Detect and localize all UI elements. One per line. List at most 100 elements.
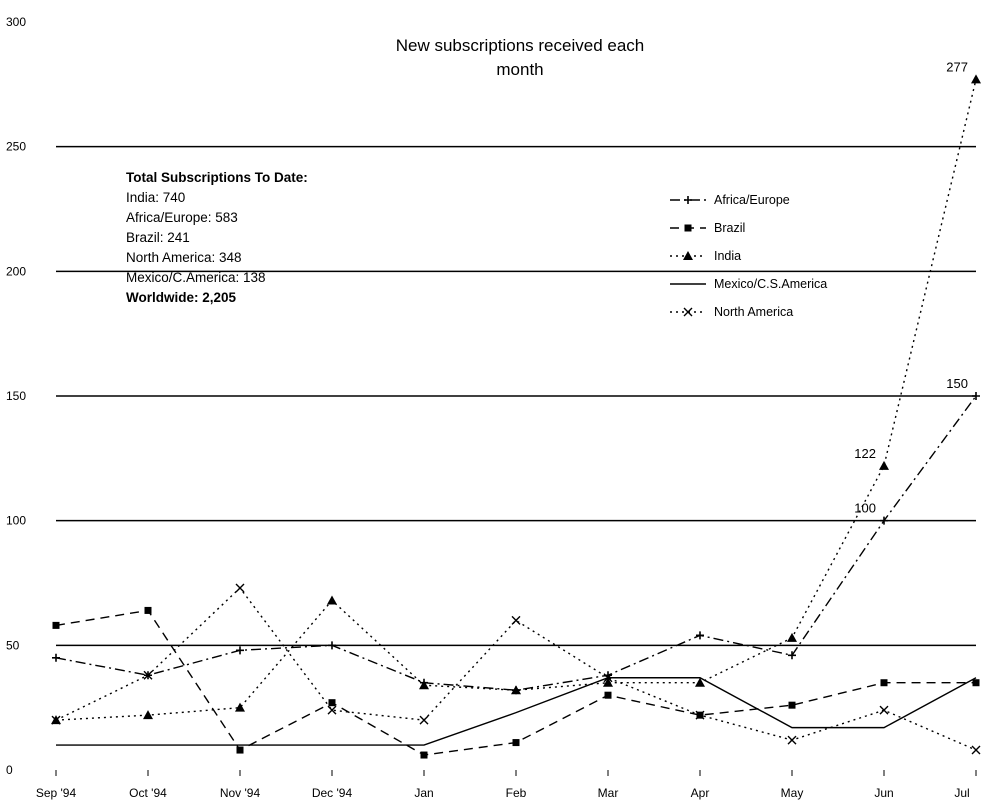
series-line-india [55,79,977,721]
data-point-north-america [787,735,797,745]
data-point-india [695,677,705,687]
data-point-north-america [879,705,889,715]
legend-swatch-brazil [670,224,706,232]
gridlines [56,145,976,647]
chart-legend: Africa/Europe Brazil India Mexico/C.S.Am… [666,186,858,326]
y-tick-label: 50 [6,638,20,652]
chart-title-line-2: month [496,60,544,79]
y-tick-label: 150 [6,389,26,403]
legend-item-india: India [666,242,858,270]
data-label: 150 [946,376,968,391]
series-africa-europe [52,392,980,695]
data-point-india [879,460,889,470]
data-point-india [511,685,521,695]
data-point-brazil [972,679,980,687]
data-point-india [419,680,429,690]
y-tick-label: 100 [6,514,26,528]
legend-item-north-america: North America [666,298,858,326]
data-point-brazil [236,746,244,754]
series-brazil [52,606,980,759]
legend-item-brazil: Brazil [666,214,858,242]
totals-line-india: India: 740 [126,190,186,205]
data-labels: 277 150 122 100 [854,59,968,515]
data-point-brazil [788,701,796,709]
data-point-africa-europe [972,392,980,400]
totals-heading: Total Subscriptions To Date: [126,170,308,185]
x-tick-label: Sep '94 [36,786,77,800]
legend-swatch-india [670,251,706,260]
y-tick-label: 250 [6,140,26,154]
data-point-brazil [144,606,152,614]
series-line-north-america [55,586,977,751]
x-tick-label: Mar [598,786,619,800]
data-point-north-america [419,715,429,725]
data-point-brazil [604,691,612,699]
x-tick-label: Nov '94 [220,786,261,800]
legend-swatch-north-america [670,307,706,317]
x-tick-label: Apr [691,786,710,800]
data-point-north-america [603,673,613,683]
x-tick-label: Jul [954,786,969,800]
totals-line-africa-europe: Africa/Europe: 583 [126,210,238,225]
y-tick-label: 300 [6,15,26,29]
data-point-africa-europe [236,646,244,655]
data-point-india [971,74,981,84]
series-line-africa-europe [55,395,977,691]
chart-title-line-1: New subscriptions received each [395,36,645,55]
data-point-brazil [512,739,520,747]
data-point-india [327,595,337,605]
series-line-brazil [55,609,976,756]
data-label: 122 [854,446,876,461]
data-point-africa-europe [328,641,336,650]
legend-marker [683,307,693,317]
x-tick-label: Oct '94 [129,786,167,800]
legend-label-india: India [714,249,742,263]
series-india [51,74,981,725]
data-point-brazil [328,699,336,707]
data-point-africa-europe [52,653,60,662]
series-lines [51,74,981,759]
chart-title: New subscriptions received each month [330,34,710,82]
x-axis-ticks: Sep '94 Oct '94 Nov '94 Dec '94 Jan Feb Mar Apr… [36,770,977,800]
x-tick-label: Feb [506,786,527,800]
legend-swatch-africa-europe [670,196,706,204]
data-point-north-america [511,615,521,625]
data-point-india [235,702,245,712]
totals-annotation: Total Subscriptions To Date: India: 740 … [126,168,308,308]
y-tick-label: 0 [6,763,13,777]
data-point-africa-europe [696,631,704,640]
data-point-north-america [51,715,61,725]
data-point-india [787,632,797,642]
data-point-brazil [880,679,888,687]
data-point-brazil [420,751,428,759]
data-label: 100 [854,501,876,516]
legend-label-africa-europe: Africa/Europe [714,193,790,207]
legend-marker [684,196,692,204]
legend-label-north-america: North America [714,305,794,319]
series-mexico-c-s-america [56,677,977,746]
series-line-mexico-c-s-america [56,677,977,746]
legend-item-mexico: Mexico/C.S.America [666,270,858,298]
data-point-brazil [52,621,60,629]
data-point-north-america [971,745,981,755]
totals-line-north-america: North America: 348 [126,250,242,265]
y-axis-ticks: 0 50 100 150 200 250 300 [6,15,26,777]
totals-worldwide: Worldwide: 2,205 [126,290,237,305]
legend-marker [683,251,693,260]
x-tick-label: Dec '94 [312,786,353,800]
legend-label-mexico: Mexico/C.S.America [714,277,828,291]
legend-label-brazil: Brazil [714,221,746,235]
totals-line-mexico: Mexico/C.America: 138 [126,270,266,285]
data-point-north-america [695,710,705,720]
legend-marker [684,224,692,232]
totals-line-brazil: Brazil: 241 [126,230,190,245]
data-point-africa-europe [880,516,888,525]
legend-item-africa-europe: Africa/Europe [666,186,858,214]
data-point-north-america [235,583,245,593]
x-tick-label: May [781,786,804,800]
data-point-africa-europe [788,651,796,660]
data-point-india [603,677,613,687]
data-label: 277 [946,59,968,74]
series-north-america [51,583,981,755]
